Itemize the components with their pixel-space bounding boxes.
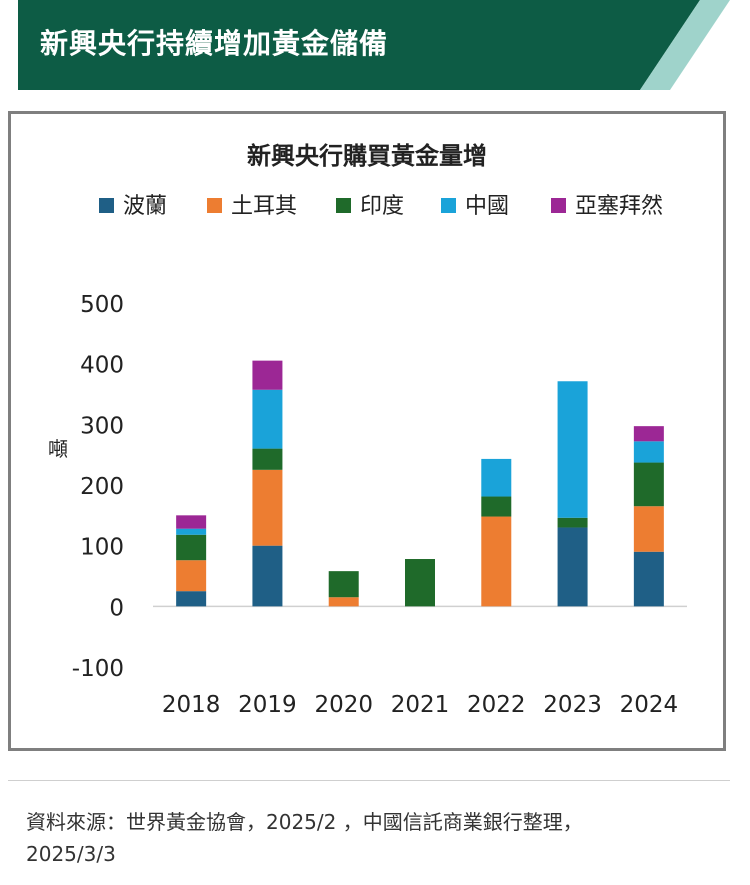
legend-label: 印度 <box>360 194 404 219</box>
bar-segment-2019-2 <box>252 448 283 470</box>
legend-swatch <box>99 198 114 213</box>
legend-item-0: 波蘭 <box>99 194 167 219</box>
bar-segment-2024-0 <box>633 551 664 607</box>
y-tick-label: 200 <box>80 474 124 500</box>
bar-segment-2022-3 <box>481 458 512 497</box>
y-tick-label: 500 <box>80 292 124 318</box>
legend-label: 亞塞拜然 <box>575 194 663 219</box>
bar-segment-2023-3 <box>557 381 588 518</box>
bar-segment-2020-2 <box>328 571 359 598</box>
legend-item-2: 印度 <box>336 194 404 219</box>
bar-segment-2018-0 <box>176 591 207 607</box>
x-tick-label: 2023 <box>543 692 602 718</box>
chart-panel: 新興央行購買黃金量增 波蘭 土耳其 印度 中國 亞塞拜然 500 400 300 200 100… <box>8 111 726 751</box>
x-tick-label: 2021 <box>391 692 450 718</box>
y-tick-label: -100 <box>72 656 124 682</box>
bar-segment-2023-2 <box>557 517 588 528</box>
stacked-bar-chart: 新興央行購買黃金量增 波蘭 土耳其 印度 中國 亞塞拜然 500 400 300 200 100… <box>48 142 687 718</box>
legend-swatch <box>207 198 222 213</box>
header-banner: 新興央行持續增加黃金儲備 <box>18 0 730 90</box>
chart-legend: 波蘭 土耳其 印度 中國 亞塞拜然 <box>99 194 663 219</box>
source-note: 資料來源：世界黃金協會，2025/2 ，中國信託商業銀行整理， 2025/3/3 <box>26 806 736 870</box>
bar-segment-2024-4 <box>633 426 664 442</box>
bar-segment-2019-3 <box>252 389 283 449</box>
bar-segment-2018-1 <box>176 560 207 592</box>
bar-segment-2024-3 <box>633 441 664 463</box>
footer-divider <box>8 780 730 781</box>
x-tick-label: 2019 <box>238 692 297 718</box>
x-tick-label: 2022 <box>467 692 526 718</box>
page-title: 新興央行持續增加黃金儲備 <box>40 27 389 60</box>
legend-item-4: 亞塞拜然 <box>551 194 663 219</box>
bar-segment-2019-0 <box>252 545 283 607</box>
y-tick-label: 300 <box>80 413 124 439</box>
bar-segment-2022-2 <box>481 496 512 517</box>
bar-segment-2024-2 <box>633 462 664 507</box>
y-axis-label: 噸 <box>48 437 68 461</box>
source-line-2: 2025/3/3 <box>26 842 116 866</box>
x-tick-label: 2020 <box>314 692 373 718</box>
header-banner-shape <box>18 0 730 90</box>
bar-segment-2024-1 <box>633 506 664 552</box>
bar-segment-2018-2 <box>176 534 207 561</box>
chart-title: 新興央行購買黃金量增 <box>247 142 487 170</box>
legend-label: 波蘭 <box>123 194 167 219</box>
bar-segment-2022-1 <box>481 516 512 607</box>
legend-swatch <box>551 198 566 213</box>
bar-segment-2019-1 <box>252 469 283 546</box>
chart-bars <box>176 360 664 607</box>
bar-segment-2021-2 <box>405 559 435 607</box>
legend-swatch <box>441 198 456 213</box>
y-tick-label: 400 <box>80 353 124 379</box>
y-tick-label: 0 <box>109 595 124 621</box>
y-tick-label: 100 <box>80 535 124 561</box>
legend-item-3: 中國 <box>441 194 509 219</box>
bar-segment-2023-0 <box>557 527 588 607</box>
legend-label: 土耳其 <box>231 194 297 219</box>
x-tick-label: 2024 <box>620 692 679 718</box>
legend-label: 中國 <box>465 194 509 219</box>
bar-segment-2019-4 <box>252 360 283 390</box>
y-axis: 500 400 300 200 100 0 -100 <box>72 292 687 682</box>
legend-swatch <box>336 198 351 213</box>
source-line-1: 資料來源：世界黃金協會，2025/2 ，中國信託商業銀行整理， <box>26 810 583 834</box>
bar-segment-2020-1 <box>328 597 359 607</box>
bar-segment-2018-4 <box>176 515 207 529</box>
bar-segment-2018-3 <box>176 528 207 535</box>
legend-item-1: 土耳其 <box>207 194 297 219</box>
x-axis: 2018 2019 2020 2021 2022 2023 2024 <box>162 692 678 718</box>
x-tick-label: 2018 <box>162 692 221 718</box>
